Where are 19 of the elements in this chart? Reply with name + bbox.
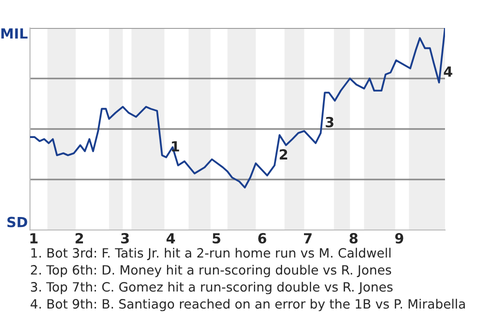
annotation: 2	[280, 149, 288, 160]
x-tick-label: 9	[395, 233, 404, 244]
text: SD	[7, 216, 28, 228]
x-tick-label: 5	[212, 233, 220, 244]
text: 1. Bot 3rd: F. Tatis Jr. hit a 2-run home run vs M. Caldwell	[31, 248, 390, 260]
text: 4. Bot 9th: B. Santiago reached on an error by the 1B vs P. Mirabella	[30, 298, 465, 312]
text: 2. Top 6th: D. Money hit a run-scoring double vs R. Jones	[30, 264, 392, 278]
annotation: 4	[444, 66, 452, 77]
x-tick-label: 3	[121, 233, 129, 244]
annotation: 3	[326, 116, 334, 128]
annotation: 1	[172, 141, 180, 152]
x-tick-label: 7	[304, 233, 312, 244]
x-tick-label: 2	[76, 233, 83, 244]
text: MIL	[1, 28, 28, 39]
x-tick-label: 6	[258, 233, 266, 244]
x-tick-label: 1	[30, 233, 38, 244]
x-tick-label: 8	[350, 233, 358, 244]
x-tick-label: 4	[166, 233, 175, 244]
text: 3. Top 7th: C. Gomez hit a run-scoring double vs R. Jones	[30, 282, 393, 294]
